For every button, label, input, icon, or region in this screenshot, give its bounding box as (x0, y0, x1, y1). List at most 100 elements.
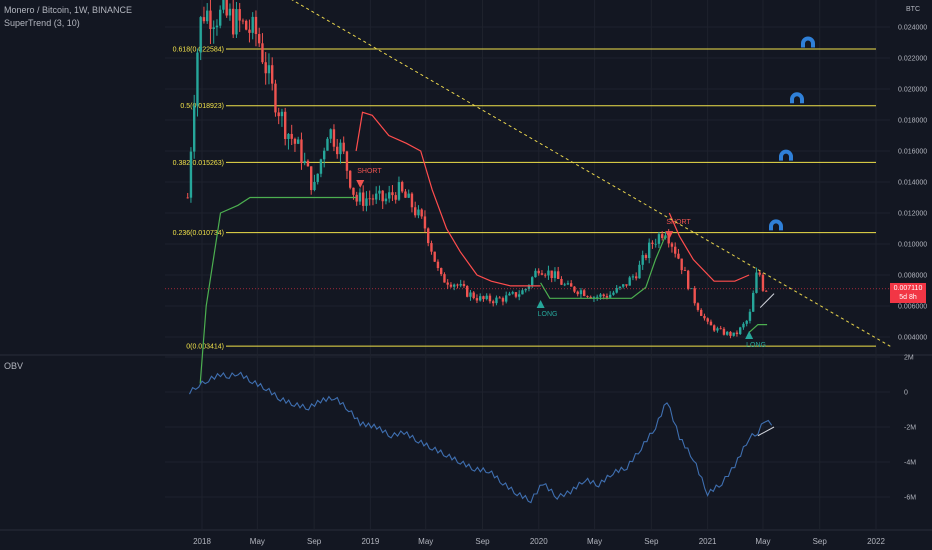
candle (495, 295, 498, 306)
candle (261, 33, 264, 65)
candle-body (339, 142, 342, 155)
candle (290, 124, 293, 145)
time-axis-tick: 2019 (361, 537, 379, 546)
candle-body (384, 198, 388, 202)
candle-body (478, 296, 482, 301)
candle-body (355, 194, 358, 202)
candle-body (485, 295, 488, 300)
candle (228, 3, 232, 21)
candle (641, 250, 644, 270)
candle-body (296, 139, 300, 144)
candle (199, 15, 202, 61)
price-axis-tick: 0.020000 (898, 87, 927, 94)
candle-body (712, 325, 716, 331)
candle-body (716, 328, 719, 331)
candle (436, 259, 440, 271)
candle (248, 19, 251, 43)
candle-body (608, 294, 612, 298)
candle-body (621, 284, 625, 287)
candle-body (345, 151, 349, 171)
candle (267, 53, 271, 85)
candle (465, 285, 469, 298)
candle (374, 186, 378, 204)
candle (706, 317, 709, 325)
candle (690, 288, 693, 290)
candle-body (586, 295, 589, 297)
candle-body (261, 43, 264, 63)
candle-body (524, 288, 527, 291)
bar-countdown: 5d 8h (899, 294, 917, 301)
candle (634, 272, 638, 281)
candle-body (209, 10, 212, 30)
candle (339, 139, 342, 164)
candle-body (469, 292, 472, 297)
candle-body (228, 8, 232, 16)
candle-body (511, 292, 514, 294)
candle (660, 231, 664, 241)
supertrend-indicator-label[interactable]: SuperTrend (3, 10) (4, 18, 80, 28)
candle-body (582, 290, 586, 296)
candle-body (404, 191, 407, 198)
candle-body (602, 294, 605, 297)
candle-body (703, 315, 706, 319)
candle (472, 291, 475, 300)
candle (205, 3, 209, 24)
candle-body (761, 274, 765, 291)
candle-body (745, 320, 748, 324)
candle-body (426, 228, 430, 244)
time-axis-tick: 2020 (530, 537, 548, 546)
fib-level-label: 0.382(0.015263) (173, 160, 224, 167)
candle-body (381, 190, 384, 202)
candle-body (332, 129, 336, 147)
supertrend-up-line (540, 236, 666, 299)
candle-body (693, 288, 696, 304)
candle (482, 295, 485, 302)
magnet-icon (790, 92, 804, 104)
candle (186, 192, 189, 199)
candle (300, 132, 303, 170)
candle-body (644, 255, 648, 259)
supertrend-up-line (748, 324, 768, 333)
candle-body (300, 139, 303, 164)
candle (342, 136, 345, 155)
candle (283, 107, 287, 146)
candle (218, 5, 222, 29)
candle-body (641, 255, 644, 265)
time-axis-tick: 2018 (193, 537, 211, 546)
candle (631, 274, 635, 281)
obv-indicator-label[interactable]: OBV (4, 361, 24, 371)
candle-body (508, 293, 511, 296)
candle (378, 185, 381, 201)
candle (504, 291, 508, 304)
candle (534, 268, 537, 278)
candle-body (534, 270, 537, 278)
candle (556, 266, 560, 280)
candle-body (709, 321, 713, 326)
candle (215, 19, 219, 36)
candle (293, 137, 297, 152)
candle-body (758, 272, 761, 275)
short-signal-label: SHORT (666, 219, 691, 226)
price-axis-tick: 0.010000 (898, 242, 927, 249)
candle-body (430, 243, 433, 252)
candle-body (238, 9, 241, 21)
magnet-shape (790, 92, 804, 104)
candle (345, 150, 349, 179)
candle (563, 282, 566, 287)
candle-body (186, 197, 189, 199)
candle-body (654, 243, 657, 245)
candle (404, 188, 407, 198)
candle (621, 283, 625, 289)
candle (348, 170, 352, 190)
candle-body (495, 297, 498, 304)
candle-body (634, 276, 638, 279)
candle-body (290, 133, 293, 139)
candle (244, 19, 248, 31)
supertrend-down-line (355, 111, 541, 287)
candle (508, 291, 511, 296)
supertrend-down-line (668, 212, 750, 282)
candle (274, 79, 277, 117)
price-axis-tick: 0.012000 (898, 211, 927, 218)
candle-body (755, 272, 758, 293)
